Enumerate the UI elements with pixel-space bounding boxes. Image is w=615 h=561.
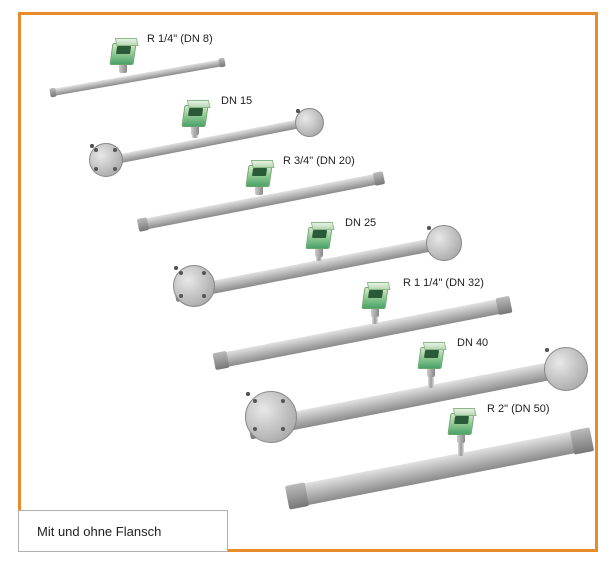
product-label: R 1 1/4" (DN 32) <box>403 277 484 289</box>
sensor-head <box>181 105 208 127</box>
product-label: R 2" (DN 50) <box>487 403 550 415</box>
sensor-head <box>109 43 136 65</box>
flange-bolt <box>113 167 117 171</box>
product-label: DN 40 <box>457 337 488 349</box>
sensor-head <box>417 347 444 369</box>
product-label: DN 25 <box>345 217 376 229</box>
product-label: R 1/4" (DN 8) <box>147 33 213 45</box>
pipe-end-right <box>219 58 227 68</box>
flange-bolt <box>94 167 98 171</box>
flange-right <box>295 108 324 137</box>
pipe <box>295 430 584 507</box>
product-diagram-frame: R 1/4" (DN 8) DN 15 R 3/4" (DN 20) DN 25 R 1… <box>18 12 598 552</box>
flange-bolt <box>113 148 117 152</box>
sensor-head <box>305 227 332 249</box>
product-label: R 3/4" (DN 20) <box>283 155 355 167</box>
caption-box: Mit und ohne Flansch <box>18 510 228 552</box>
flange-right <box>544 347 588 391</box>
sensor-head <box>245 165 272 187</box>
pipe <box>255 360 563 437</box>
sensor-head <box>447 413 474 435</box>
pipe-end-right <box>495 296 511 315</box>
caption-text: Mit und ohne Flansch <box>37 524 161 539</box>
sensor-head <box>361 287 388 309</box>
pipe-end-right <box>570 427 594 454</box>
product-label: DN 15 <box>221 95 252 107</box>
pipe-end-right <box>372 171 384 186</box>
pipe <box>52 59 223 96</box>
flange-bolt <box>253 399 257 403</box>
flange-right <box>426 225 462 261</box>
